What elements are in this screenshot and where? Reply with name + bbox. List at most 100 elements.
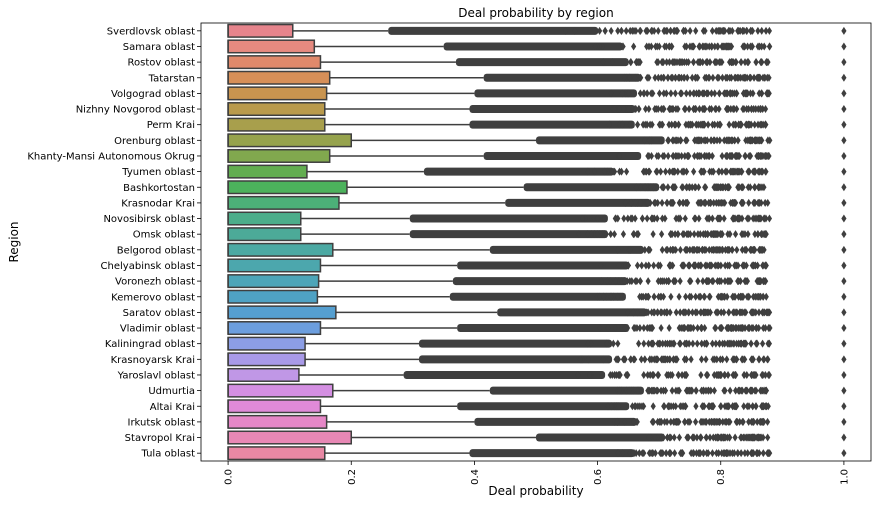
outlier-point: [760, 417, 766, 426]
outlier-point: [727, 386, 733, 395]
outlier-point: [714, 245, 720, 254]
outlier-point: [618, 167, 625, 176]
outlier-point: [613, 355, 619, 364]
y-tick-label: Tatarstan: [148, 73, 195, 84]
y-tick-label: Tyumen oblast: [121, 167, 195, 178]
outlier-point: [714, 417, 720, 426]
outlier-point: [621, 73, 628, 82]
outlier-point: [656, 120, 663, 129]
outlier-point: [606, 355, 612, 364]
outlier-point: [740, 433, 747, 442]
outlier-point: [591, 214, 597, 223]
outlier-point: [766, 26, 773, 35]
outlier-point: [760, 324, 766, 333]
y-tick-label: Chelyabinsk oblast: [101, 261, 196, 272]
outlier-point: [620, 42, 626, 51]
outlier-point: [661, 402, 667, 411]
outlier-point: [681, 73, 687, 82]
outlier-point: [726, 120, 732, 129]
outlier-point: [704, 58, 710, 67]
outlier-point: [729, 58, 735, 67]
outlier-point: [733, 308, 739, 317]
outlier-point: [669, 120, 675, 129]
outlier-band-19: [457, 324, 630, 333]
outlier-point: [683, 292, 689, 301]
outlier-point: [706, 245, 712, 254]
outlier-point: [627, 245, 633, 254]
outlier-point: [671, 58, 677, 67]
outlier-point: [673, 120, 679, 129]
outlier-point: [692, 261, 698, 270]
outlier-point: [648, 42, 654, 51]
outlier-band-24: [457, 402, 630, 411]
outlier-band-8: [483, 151, 642, 160]
outlier-point: [738, 58, 744, 67]
outlier-point: [744, 26, 750, 35]
outlier-point: [661, 151, 667, 160]
plot-frame: [200, 22, 872, 462]
outlier-point: [736, 386, 743, 395]
outlier-point: [682, 105, 688, 114]
outlier-point: [746, 417, 752, 426]
outlier-point: [763, 230, 769, 239]
outlier-point: [655, 73, 661, 82]
outlier-point: [741, 105, 747, 114]
outlier-point: [652, 433, 658, 442]
y-axis-title: Region: [7, 221, 21, 262]
outlier-point: [605, 324, 611, 333]
outlier-point: [598, 277, 605, 286]
outlier-point: [718, 230, 724, 239]
outlier-point: [705, 120, 711, 129]
outlier-point: [766, 73, 772, 82]
outlier-point: [742, 230, 748, 239]
box-7: [227, 133, 353, 148]
outlier-point: [760, 292, 766, 301]
outlier-point: [765, 198, 771, 207]
outlier-point: [612, 277, 619, 286]
outlier-point: [676, 433, 683, 442]
outlier-point: [673, 105, 679, 114]
outlier-point: [764, 417, 771, 426]
outlier-point: [677, 339, 683, 348]
outlier-point: [718, 277, 724, 286]
outlier-point: [702, 308, 709, 317]
outlier-point: [694, 339, 700, 348]
outlier-point: [661, 277, 667, 286]
outliers-10: [523, 183, 847, 192]
outlier-point: [668, 89, 674, 98]
outlier-point-max: [841, 167, 847, 176]
outlier-point: [610, 339, 616, 348]
outlier-point: [709, 449, 716, 458]
outlier-point: [741, 89, 747, 98]
outlier-point: [686, 308, 692, 317]
outlier-point: [627, 120, 633, 129]
outlier-point: [716, 89, 722, 98]
outlier-point: [711, 198, 717, 207]
outlier-point: [637, 198, 644, 207]
outlier-point: [745, 449, 751, 458]
outlier-band-10: [523, 183, 660, 192]
outlier-point: [637, 277, 643, 286]
outlier-point: [718, 324, 724, 333]
outlier-point: [726, 339, 732, 348]
outlier-point: [644, 324, 650, 333]
outlier-point: [756, 277, 762, 286]
outlier-point: [709, 214, 716, 223]
outlier-point: [660, 183, 667, 192]
outlier-point: [600, 355, 606, 364]
outlier-point: [735, 261, 741, 270]
outlier-point: [747, 89, 754, 98]
outlier-point: [737, 417, 743, 426]
outlier-point: [753, 136, 760, 145]
outlier-point: [683, 370, 689, 379]
x-tick-label: 0.8: [716, 469, 727, 485]
x-tick-label: 0.4: [470, 469, 481, 485]
outlier-point: [668, 26, 674, 35]
outlier-point: [651, 386, 657, 395]
outlier-point: [714, 58, 720, 67]
outlier-point: [612, 370, 618, 379]
outlier-point: [758, 105, 764, 114]
outlier-point: [744, 402, 750, 411]
outlier-point: [670, 245, 676, 254]
outlier-point: [766, 339, 772, 348]
